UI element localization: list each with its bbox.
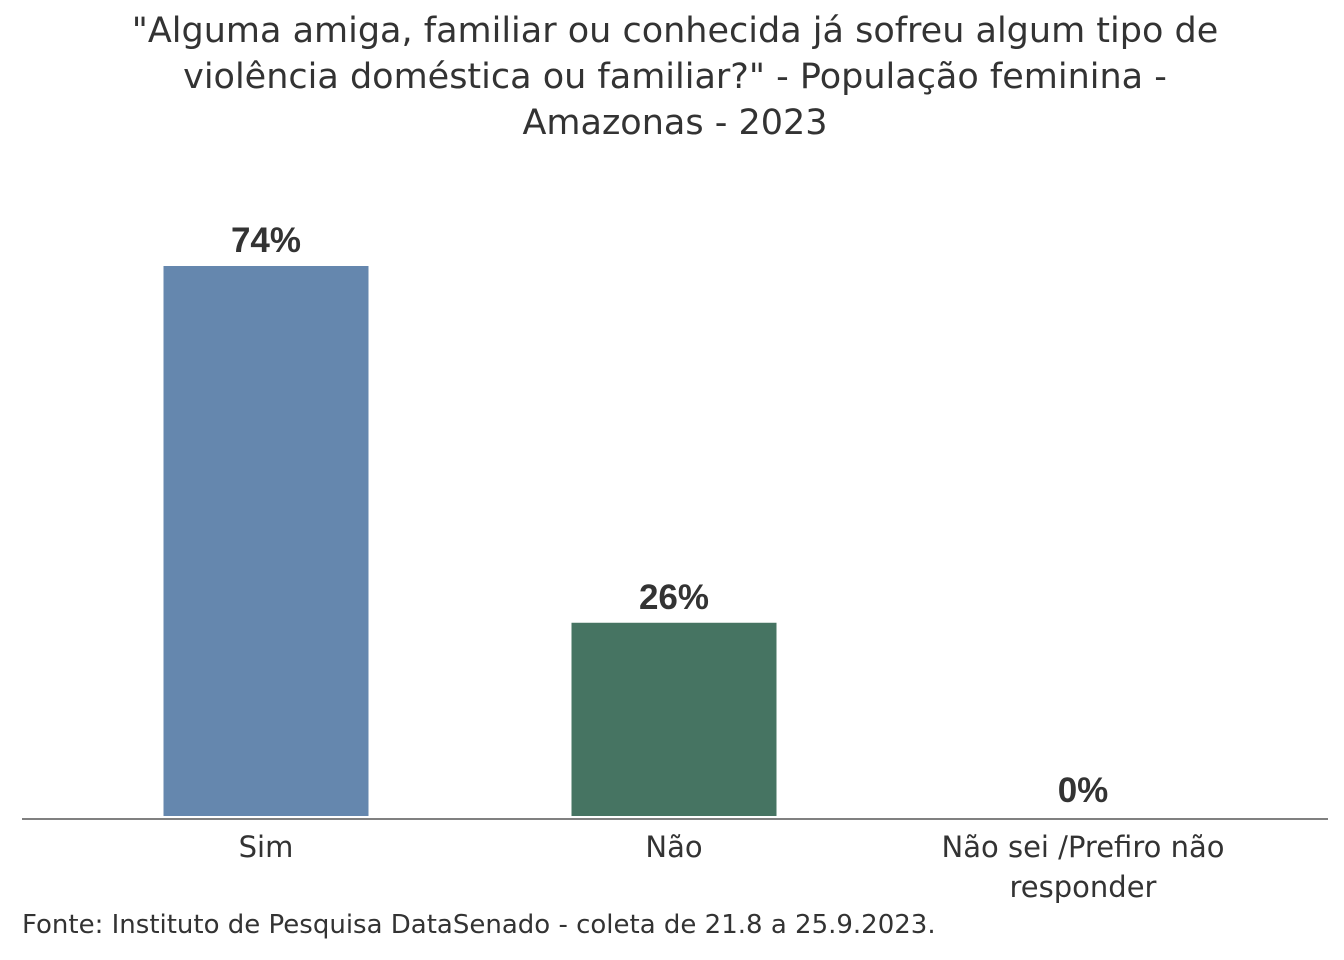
category-label-1: Não	[645, 830, 702, 864]
value-label-1: 26%	[639, 578, 709, 617]
category-label-2-line-1: responder	[1010, 870, 1157, 904]
bars-group	[163, 266, 777, 816]
value-labels-group: 74% 26% 0%	[231, 221, 1108, 810]
value-label-0: 74%	[231, 221, 301, 260]
chart-title: "Alguma amiga, familiar ou conhecida já …	[131, 11, 1219, 143]
category-labels-group: Sim Não Não sei /Prefiro não responder	[239, 830, 1225, 904]
bar-1	[571, 622, 777, 816]
bar-0	[163, 266, 369, 816]
category-label-0: Sim	[239, 830, 294, 864]
value-label-2: 0%	[1058, 771, 1109, 810]
category-label-2-line-0: Não sei /Prefiro não	[942, 830, 1225, 864]
source-note: Fonte: Instituto de Pesquisa DataSenado …	[22, 910, 936, 940]
